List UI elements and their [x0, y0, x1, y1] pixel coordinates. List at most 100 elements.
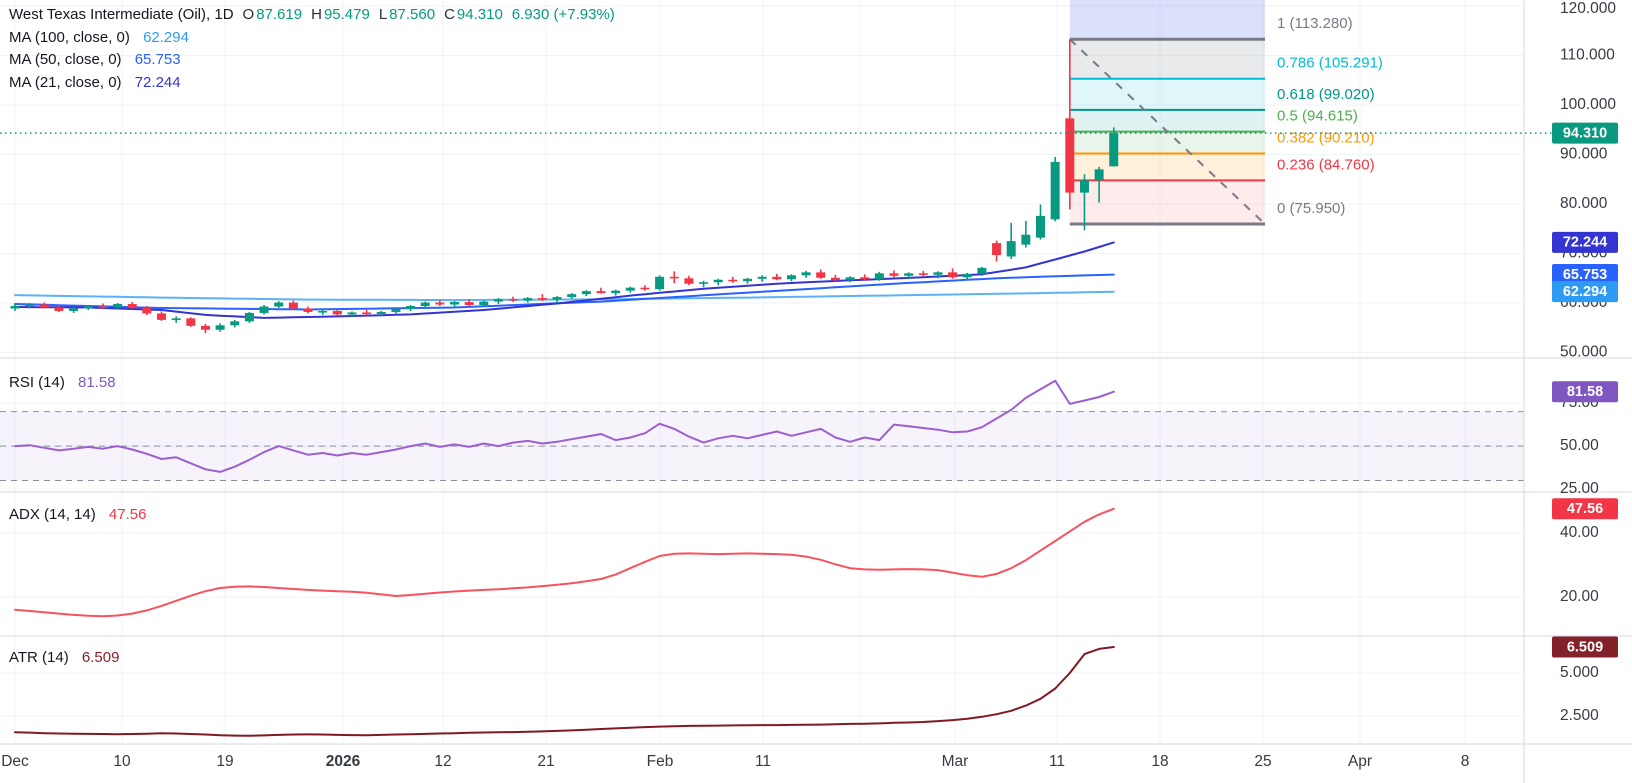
candle[interactable]: [1050, 156, 1060, 222]
candle[interactable]: [69, 306, 79, 313]
svg-text:47.56: 47.56: [1567, 501, 1603, 517]
candle[interactable]: [977, 266, 987, 276]
candle[interactable]: [684, 275, 694, 286]
time-axis[interactable]: Dec 10 19 2026 12 21 Feb 11 Mar 11 18 25 Apr 8: [1, 753, 1469, 770]
candle[interactable]: [1021, 220, 1031, 248]
symbol-legend-row[interactable]: West Texas Intermediate (Oil), 1D O 87.619…: [9, 4, 615, 27]
candle[interactable]: [157, 311, 166, 321]
candle[interactable]: [581, 290, 591, 297]
candle[interactable]: [171, 316, 181, 323]
candle[interactable]: [655, 275, 665, 291]
candle[interactable]: [1036, 204, 1045, 240]
candle[interactable]: [713, 278, 723, 286]
fib-retracement-tool[interactable]: 1 (113.280) 0.786 (105.291) 0.618 (99.020)…: [1069, 0, 1383, 226]
candle[interactable]: [303, 306, 313, 314]
candle[interactable]: [669, 271, 679, 284]
candle[interactable]: [1006, 222, 1016, 259]
svg-text:2.500: 2.500: [1560, 707, 1599, 724]
candle[interactable]: [420, 301, 430, 308]
candle[interactable]: [874, 271, 884, 281]
candle[interactable]: [1065, 39, 1075, 210]
ma100-legend-row[interactable]: MA (100, close, 0) 62.294: [9, 27, 615, 50]
adx-legend-row[interactable]: ADX (14, 14) 47.56: [9, 506, 146, 523]
candle[interactable]: [992, 240, 1002, 262]
svg-text:72.244: 72.244: [1563, 235, 1607, 251]
candle[interactable]: [596, 287, 606, 294]
candle[interactable]: [10, 304, 20, 311]
candle[interactable]: [1109, 127, 1119, 167]
svg-text:20.00: 20.00: [1560, 588, 1599, 605]
svg-text:18: 18: [1151, 753, 1168, 770]
candle[interactable]: [567, 293, 577, 300]
candle[interactable]: [83, 305, 93, 310]
candlesticks[interactable]: [10, 39, 1119, 334]
candle[interactable]: [640, 285, 650, 291]
candle[interactable]: [347, 311, 357, 317]
candle[interactable]: [244, 311, 254, 323]
candle[interactable]: [625, 286, 635, 293]
candle[interactable]: [200, 323, 210, 334]
candle[interactable]: [98, 303, 108, 309]
candle[interactable]: [757, 275, 767, 282]
candle[interactable]: [215, 323, 225, 332]
candle[interactable]: [464, 299, 474, 307]
candle[interactable]: [127, 302, 137, 309]
candle[interactable]: [508, 296, 518, 303]
candle[interactable]: [493, 298, 503, 305]
candle[interactable]: [479, 300, 489, 307]
candle[interactable]: [699, 280, 709, 288]
candle[interactable]: [39, 302, 49, 309]
symbol-title: West Texas Intermediate (Oil), 1D: [9, 6, 234, 23]
candle[interactable]: [391, 307, 401, 314]
svg-text:5.000: 5.000: [1560, 664, 1599, 681]
candle[interactable]: [728, 276, 738, 283]
candle[interactable]: [962, 272, 972, 281]
rsi-legend-row[interactable]: RSI (14) 81.58: [9, 374, 116, 391]
candle[interactable]: [288, 300, 298, 310]
candle[interactable]: [376, 310, 386, 317]
svg-text:11: 11: [755, 753, 771, 770]
candle[interactable]: [274, 301, 284, 308]
candle[interactable]: [435, 300, 445, 307]
candle[interactable]: [786, 274, 796, 282]
candle[interactable]: [948, 268, 958, 279]
candle[interactable]: [918, 270, 928, 277]
candle[interactable]: [318, 309, 328, 315]
candle[interactable]: [259, 305, 269, 315]
candle[interactable]: [537, 294, 547, 302]
candle[interactable]: [450, 301, 459, 307]
candle[interactable]: [186, 317, 196, 327]
atr-legend-row[interactable]: ATR (14) 6.509: [9, 649, 119, 666]
candle[interactable]: [801, 270, 811, 278]
candle[interactable]: [113, 303, 123, 309]
ma21-legend-row[interactable]: MA (21, close, 0) 72.244: [9, 72, 615, 95]
candle[interactable]: [1079, 174, 1089, 231]
ma50-value: 65.753: [134, 51, 181, 68]
candle[interactable]: [332, 308, 342, 316]
candle[interactable]: [230, 319, 240, 328]
candle[interactable]: [904, 272, 914, 280]
candle[interactable]: [1094, 166, 1104, 203]
candle[interactable]: [860, 274, 870, 281]
candle[interactable]: [933, 271, 943, 279]
moving-averages: [14, 241, 1115, 319]
candle[interactable]: [830, 274, 840, 282]
candle[interactable]: [845, 276, 855, 283]
candle[interactable]: [362, 309, 372, 316]
candle[interactable]: [54, 305, 64, 312]
candle[interactable]: [406, 305, 416, 311]
ma50-legend-row[interactable]: MA (50, close, 0) 65.753: [9, 49, 615, 72]
candle[interactable]: [611, 289, 621, 296]
candle[interactable]: [142, 306, 152, 315]
candle[interactable]: [743, 277, 752, 284]
candle[interactable]: [816, 269, 826, 279]
price-axis[interactable]: 120.000110.000100.00090.00080.00070.0006…: [1560, 0, 1616, 724]
candle[interactable]: [889, 270, 899, 278]
candle[interactable]: [772, 273, 782, 281]
candle[interactable]: [552, 296, 562, 304]
candle[interactable]: [523, 297, 533, 303]
svg-text:0.382 (90.210): 0.382 (90.210): [1277, 129, 1375, 146]
candle[interactable]: [25, 303, 35, 309]
